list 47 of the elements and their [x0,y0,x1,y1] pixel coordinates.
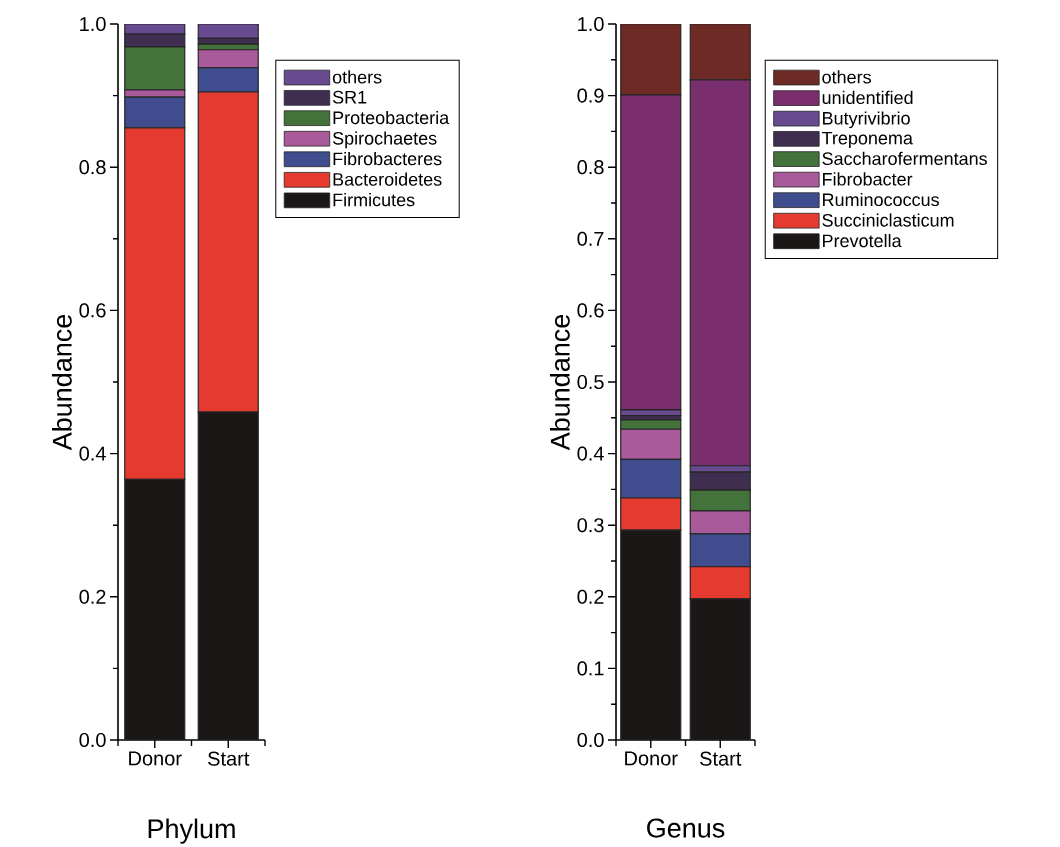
legend-label: Prevotella [823,233,902,248]
legend-label: Proteobacteria [333,110,450,125]
x-tick-label: Donor [625,751,678,766]
y-tick-label: 0.4 [79,446,106,461]
legend-label: Butyrivibrio [823,111,910,129]
y-tick-label: 0.8 [79,160,106,175]
x-tick-label: Donor [129,751,182,766]
y-tick-label: 0.2 [577,589,604,604]
y-tick-label: 0.3 [577,518,604,533]
bar [689,598,751,740]
y-tick-label: 0.9 [577,88,604,103]
x-axis-title: Phylum [148,818,235,844]
bar [620,529,682,740]
y-tick-label: 1.0 [80,16,106,32]
legend-label: Fibrobacteres [333,151,442,166]
y-tick-label: 0.0 [79,732,106,748]
legend-label: SR1 [332,90,367,104]
y-tick-label: 0.1 [577,661,604,676]
legend-label: Spirochaetes [332,131,437,149]
y-tick-label: 1.0 [578,16,604,32]
x-axis-title: Genus [647,818,725,838]
bar [689,24,751,81]
bar [197,411,259,740]
legend-label: Saccharofermentans [822,151,987,166]
legend-label: Bacteroidetes [333,172,442,186]
legend-label: Treponema [821,131,913,149]
y-tick-label: 0.7 [577,231,604,246]
y-tick-label: 0.2 [79,589,106,604]
y-tick-label: 0.8 [577,160,604,175]
legend-label: others [332,70,382,84]
x-tick-label: Start [208,751,250,766]
legend-label: others [822,70,871,84]
legend-label: Succiniclasticum [822,213,954,227]
x-tick-label: Start [700,751,742,766]
legend-label: Fibrobacter [823,172,913,186]
y-axis-title: Abundance [549,314,570,451]
bar [620,24,682,96]
y-axis-title: Abundance [51,314,72,451]
legend-label: unidentified [822,90,913,105]
y-tick-label: 0.0 [577,732,604,748]
y-tick-label: 0.5 [577,374,604,390]
y-tick-label: 0.6 [577,303,604,318]
y-tick-label: 0.4 [577,446,604,461]
bar [124,478,186,740]
y-tick-label: 0.6 [79,303,106,318]
legend-label: Firmicutes [333,193,415,207]
legend-label: Ruminococcus [823,192,939,207]
